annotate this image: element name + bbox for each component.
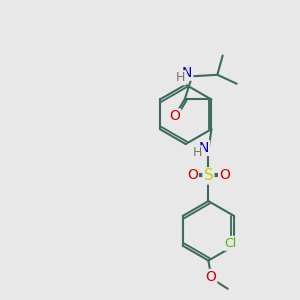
Text: H: H xyxy=(193,146,202,160)
Text: O: O xyxy=(169,110,180,123)
Text: N: N xyxy=(182,66,192,80)
Text: N: N xyxy=(199,141,209,155)
Text: O: O xyxy=(206,270,216,284)
Text: O: O xyxy=(219,168,230,182)
Text: S: S xyxy=(204,168,213,183)
Text: Cl: Cl xyxy=(224,237,237,250)
Text: O: O xyxy=(187,168,198,182)
Text: H: H xyxy=(176,71,185,84)
